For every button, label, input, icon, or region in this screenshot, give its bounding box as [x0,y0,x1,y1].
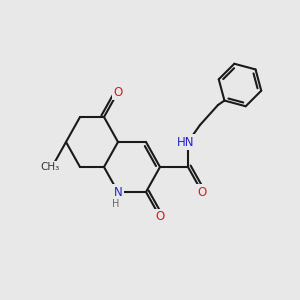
Text: N: N [114,185,122,199]
Text: O: O [155,211,165,224]
Text: O: O [197,185,207,199]
Text: HN: HN [177,136,195,148]
Text: O: O [113,85,123,98]
Text: CH₃: CH₃ [40,162,60,172]
Text: H: H [112,199,120,209]
